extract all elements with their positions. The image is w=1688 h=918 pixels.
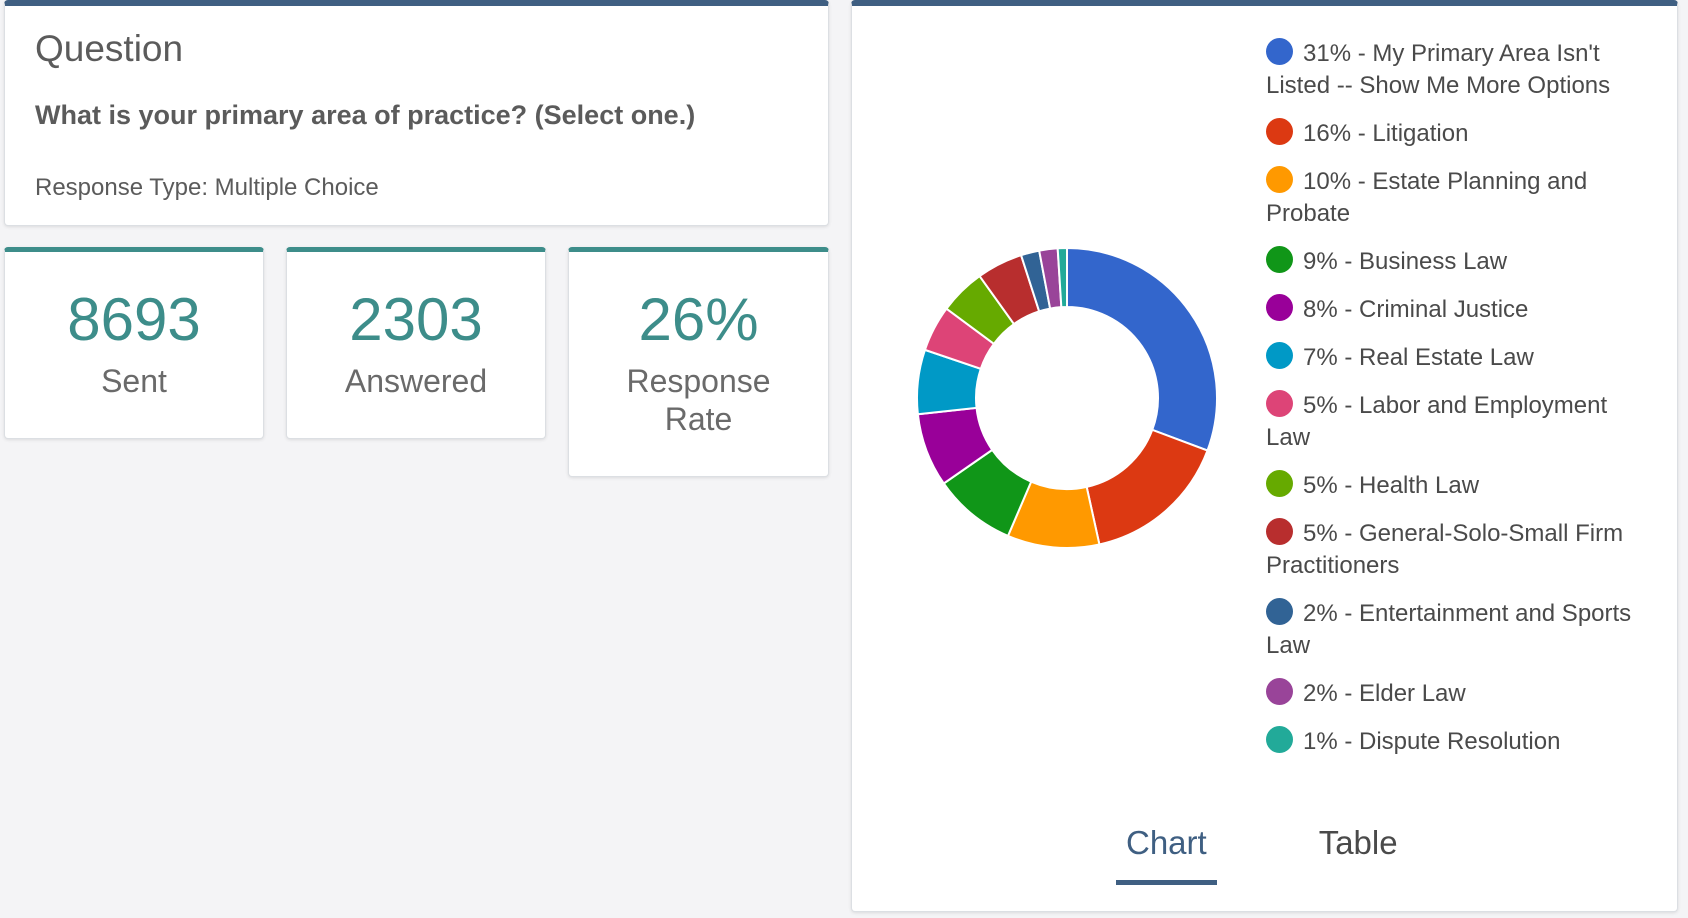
legend-item: 10% - Estate Planning and Probate: [1266, 166, 1646, 230]
question-card: Question What is your primary area of pr…: [4, 0, 829, 226]
stat-value-answered: 2303: [349, 286, 483, 353]
legend-label: 5% - Labor and Employment Law: [1266, 392, 1608, 451]
results-card: 31% - My Primary Area Isn't Listed -- Sh…: [851, 0, 1678, 912]
legend-label: 2% - Entertainment and Sports Law: [1266, 600, 1632, 659]
legend-swatch: [1266, 598, 1293, 625]
stat-value-response-rate: 26%: [638, 286, 759, 353]
donut-chart: [916, 246, 1218, 549]
stat-card-answered: 2303 Answered: [286, 247, 546, 439]
chart-legend: 31% - My Primary Area Isn't Listed -- Sh…: [1266, 38, 1646, 774]
legend-item: 2% - Entertainment and Sports Law: [1266, 598, 1646, 662]
legend-item: 2% - Elder Law: [1266, 678, 1646, 710]
legend-label: 16% - Litigation: [1303, 120, 1469, 147]
legend-swatch: [1266, 166, 1293, 193]
legend-label: 5% - Health Law: [1303, 472, 1480, 499]
stat-label-answered: Answered: [344, 363, 488, 399]
legend-swatch: [1266, 246, 1293, 273]
legend-item: 31% - My Primary Area Isn't Listed -- Sh…: [1266, 38, 1646, 102]
legend-item: 8% - Criminal Justice: [1266, 294, 1646, 326]
legend-item: 16% - Litigation: [1266, 118, 1646, 150]
legend-item: 7% - Real Estate Law: [1266, 342, 1646, 374]
legend-swatch: [1266, 294, 1293, 321]
stat-card-response-rate: 26% Response Rate: [568, 247, 829, 477]
view-tabs: Chart Table: [1116, 818, 1500, 885]
stat-card-sent: 8693 Sent: [4, 247, 264, 439]
legend-swatch: [1266, 342, 1293, 369]
legend-swatch: [1266, 518, 1293, 545]
legend-swatch: [1266, 38, 1293, 65]
donut-slice[interactable]: [1066, 246, 1218, 452]
legend-swatch: [1266, 726, 1293, 753]
legend-item: 5% - General-Solo-Small Firm Practitione…: [1266, 518, 1646, 582]
legend-label: 2% - Elder Law: [1303, 680, 1466, 707]
stat-value-sent: 8693: [67, 286, 201, 353]
donut-slice[interactable]: [1085, 428, 1209, 546]
legend-label: 10% - Estate Planning and Probate: [1266, 168, 1588, 227]
tab-chart[interactable]: Chart: [1116, 818, 1217, 885]
legend-label: 8% - Criminal Justice: [1303, 296, 1529, 323]
stat-label-sent: Sent: [101, 363, 167, 399]
response-type: Response Type: Multiple Choice: [35, 174, 379, 201]
legend-item: 9% - Business Law: [1266, 246, 1646, 278]
legend-label: 1% - Dispute Resolution: [1303, 728, 1561, 755]
question-heading: Question: [35, 28, 184, 69]
legend-swatch: [1266, 118, 1293, 145]
legend-label: 5% - General-Solo-Small Firm Practitione…: [1266, 520, 1624, 579]
tab-table[interactable]: Table: [1318, 824, 1398, 861]
legend-label: 7% - Real Estate Law: [1303, 344, 1534, 371]
question-text: What is your primary area of practice? (…: [35, 100, 696, 130]
stat-label-response-rate: Response Rate: [626, 363, 771, 437]
legend-swatch: [1266, 678, 1293, 705]
legend-swatch: [1266, 390, 1293, 417]
legend-label: 31% - My Primary Area Isn't Listed -- Sh…: [1266, 40, 1611, 99]
legend-item: 5% - Health Law: [1266, 470, 1646, 502]
legend-swatch: [1266, 470, 1293, 497]
donut-slice[interactable]: [1056, 246, 1068, 309]
legend-item: 1% - Dispute Resolution: [1266, 726, 1646, 758]
legend-label: 9% - Business Law: [1303, 248, 1508, 275]
legend-item: 5% - Labor and Employment Law: [1266, 390, 1646, 454]
